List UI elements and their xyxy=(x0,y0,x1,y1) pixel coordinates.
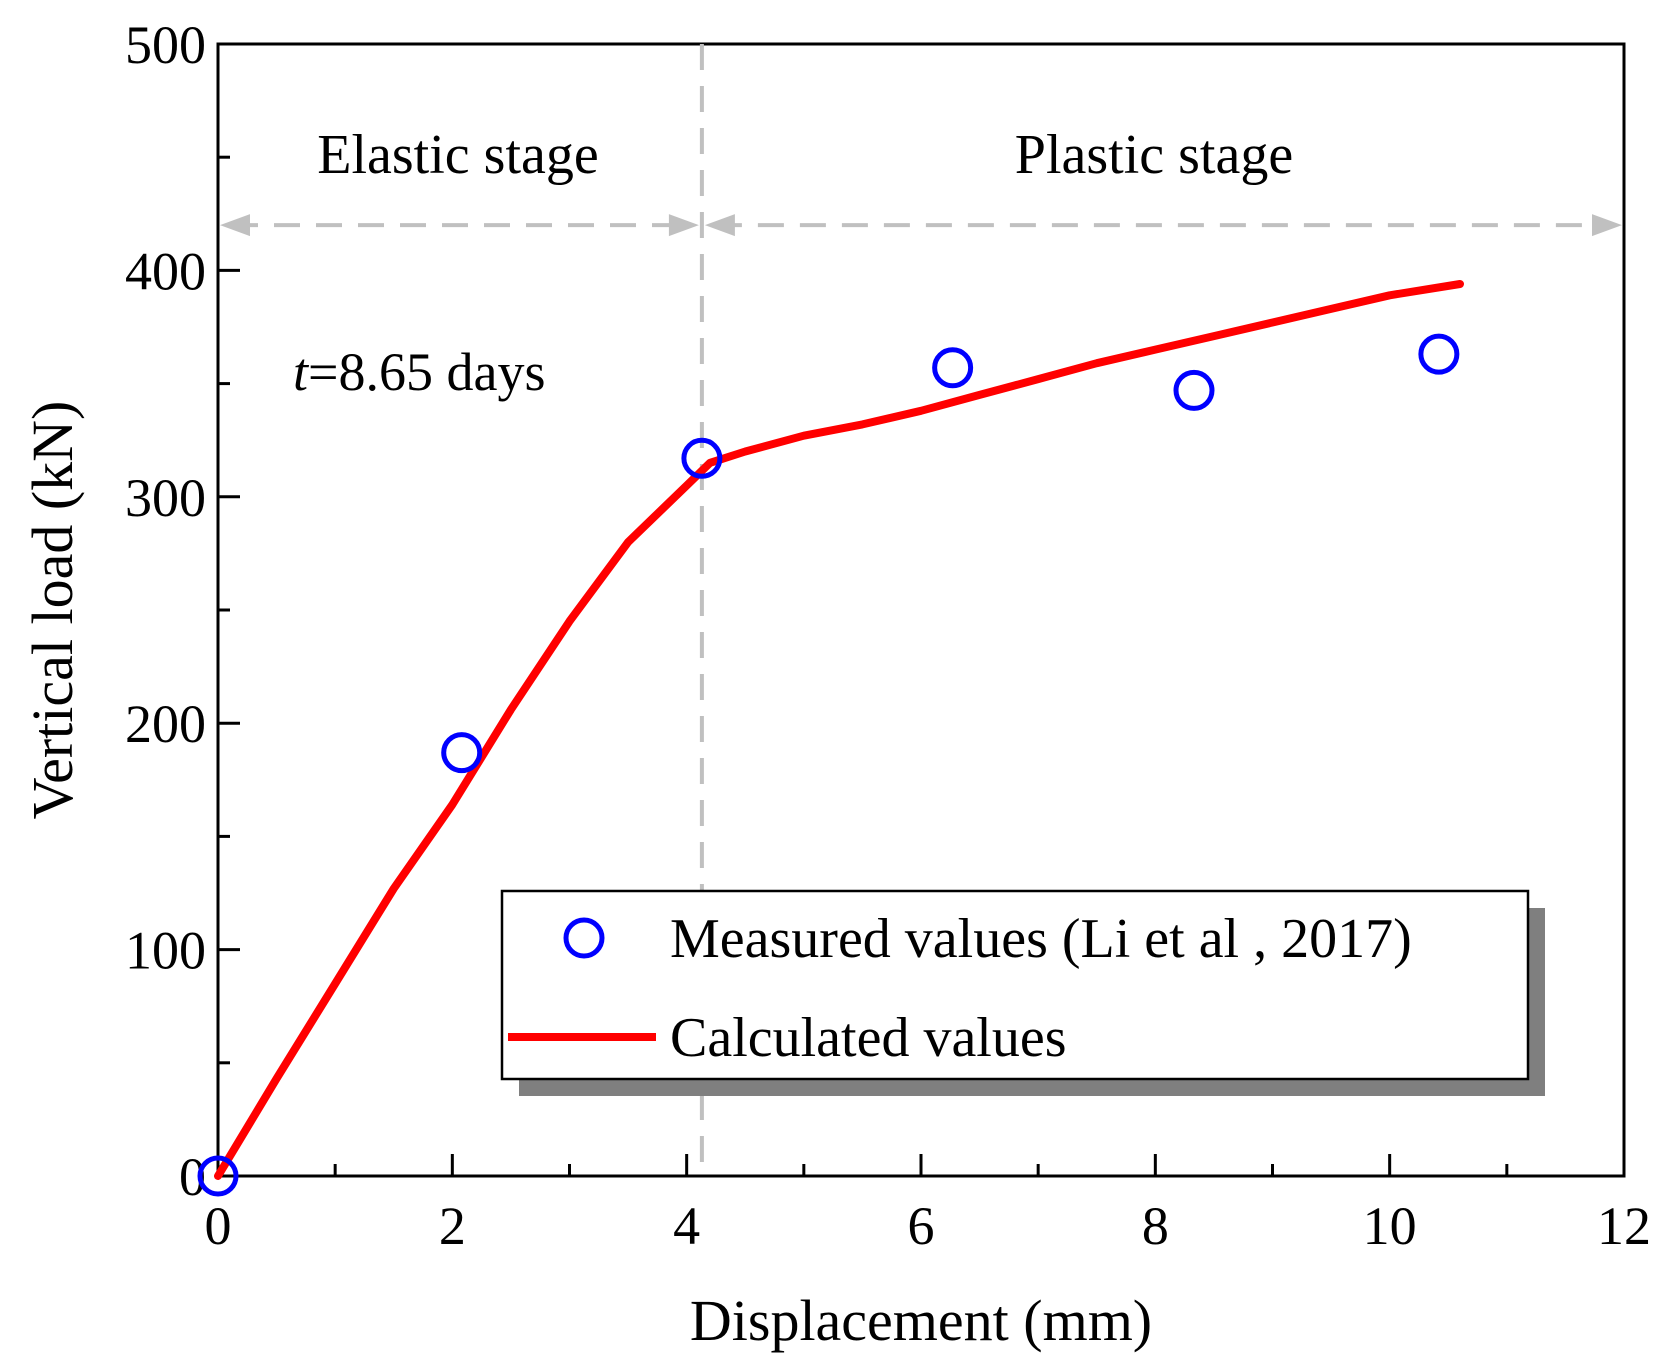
measured-point xyxy=(681,437,723,479)
measured-point xyxy=(932,347,974,389)
x-tick-label: 2 xyxy=(439,1196,466,1256)
y-axis-title: Vertical load (kN) xyxy=(20,401,85,820)
plastic-arrowhead-left xyxy=(704,214,735,237)
measured-values-series xyxy=(197,333,1460,1197)
plastic-arrowhead-right xyxy=(1592,214,1622,237)
time-annotation: t=8.65 days xyxy=(293,342,545,402)
elastic-stage-label: Elastic stage xyxy=(317,124,598,186)
calculated-values-line xyxy=(214,280,1464,1180)
measured-point xyxy=(441,732,483,774)
time-value: =8.65 days xyxy=(308,342,545,402)
measured-point xyxy=(1418,333,1460,375)
y-tick-label: 400 xyxy=(125,241,206,301)
calculated-values-series xyxy=(214,280,1464,1180)
y-tick-label: 300 xyxy=(125,468,206,528)
legend-box xyxy=(500,889,1530,1081)
x-tick-label: 8 xyxy=(1142,1196,1169,1256)
x-tick-label: 12 xyxy=(1597,1196,1651,1256)
x-tick-label: 4 xyxy=(673,1196,700,1256)
legend-measured-marker xyxy=(563,917,605,959)
x-axis-title: Displacement (mm) xyxy=(690,1288,1152,1353)
y-tick-label: 500 xyxy=(125,15,206,75)
legend-calculated-label: Calculated values xyxy=(670,1007,1067,1069)
legend-measured-label: Measured values (Li et al , 2017) xyxy=(670,908,1412,970)
x-tick-label: 6 xyxy=(908,1196,935,1256)
measured-point xyxy=(197,1155,239,1197)
y-tick-label: 200 xyxy=(125,694,206,754)
elastic-arrowhead-right xyxy=(668,214,699,237)
x-tick-label: 10 xyxy=(1363,1196,1417,1256)
measured-point xyxy=(1173,369,1215,411)
y-tick-label: 100 xyxy=(125,921,206,981)
legend: Measured values (Li et al , 2017) Calcul… xyxy=(500,889,1545,1096)
plastic-stage-label: Plastic stage xyxy=(1015,124,1293,186)
x-tick-label: 0 xyxy=(205,1196,232,1256)
elastic-arrowhead-left xyxy=(220,214,250,237)
time-variable: t xyxy=(293,342,310,402)
